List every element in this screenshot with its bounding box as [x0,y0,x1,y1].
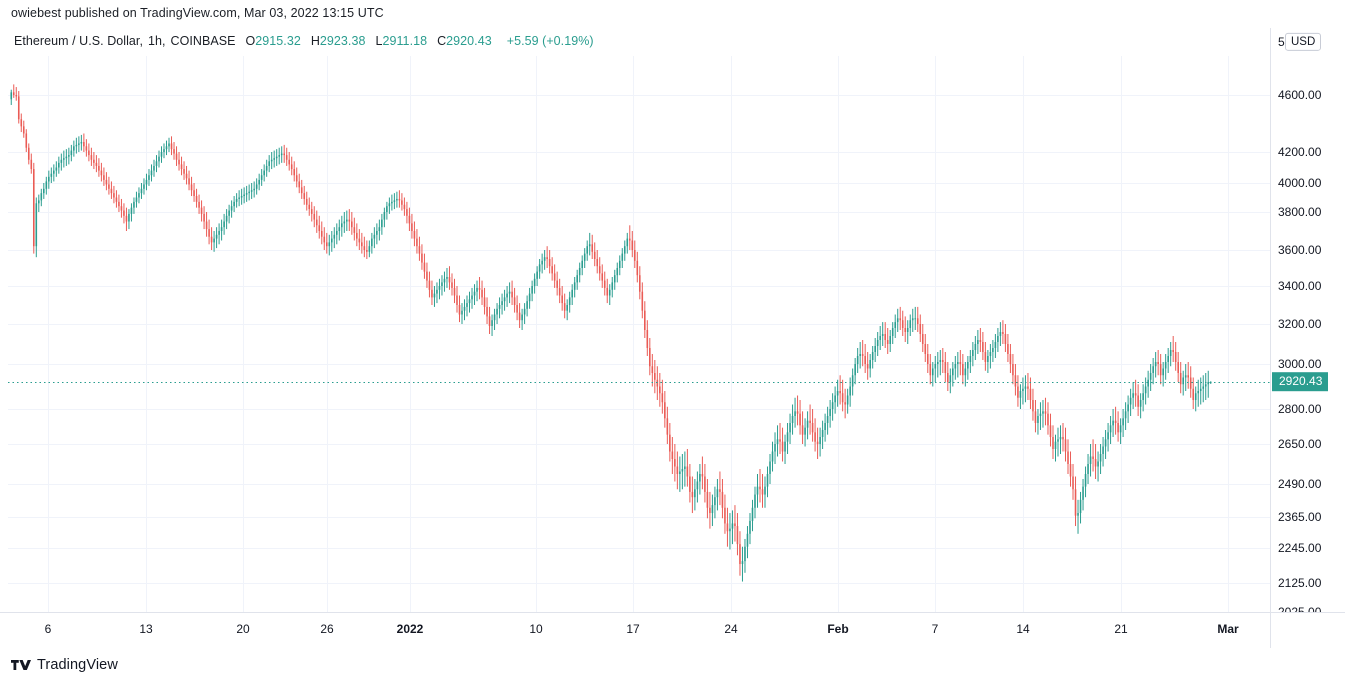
legend-interval[interactable]: 1h, [147,34,166,48]
legend-high-value: 2923.38 [319,34,366,48]
currency-badge[interactable]: USD [1285,32,1322,52]
price-tick-label: 3600.00 [1278,243,1322,257]
time-tick-label: 20 [236,622,250,636]
legend-change: +5.59 (+0.19%) [506,34,594,48]
price-tick-label: 2490.00 [1278,477,1322,491]
time-tick-label: 6 [44,622,52,636]
price-tick-label: 2800.00 [1278,402,1322,416]
time-tick-label: 21 [1114,622,1128,636]
candle-series [10,84,1212,582]
price-tick-label: 2125.00 [1278,576,1322,590]
legend-low-value: 2911.18 [382,34,428,48]
price-tick-label: 4600.00 [1278,88,1322,102]
last-price-badge[interactable]: 2920.43 [1272,372,1329,392]
time-tick-label: 10 [529,622,543,636]
price-tick-label: 2245.00 [1278,541,1322,555]
price-axis[interactable]: 5000.004600.004200.004000.003800.003600.… [1270,28,1345,619]
legend-close-value: 2920.43 [446,34,492,48]
footer-branding: TradingView [11,657,118,673]
candlestick-plot-area[interactable] [8,56,1270,612]
price-tick-label: 3400.00 [1278,279,1322,293]
price-tick-label: 3000.00 [1278,357,1322,371]
price-tick-label: 2650.00 [1278,437,1322,451]
attribution-text: owiebest published on TradingView.com, M… [11,6,384,20]
chart-legend: Ethereum / U.S. Dollar, 1h, COINBASE O2915.… [14,34,594,48]
legend-symbol[interactable]: Ethereum / U.S. Dollar, [14,34,143,48]
tradingview-logo-icon [11,660,31,670]
time-tick-label: 26 [320,622,334,636]
time-tick-label: 17 [626,622,640,636]
time-tick-label: 7 [931,622,939,636]
price-tick-label: 4200.00 [1278,145,1322,159]
legend-close-key: C [437,34,447,48]
time-tick-label: 13 [139,622,153,636]
time-axis[interactable]: 6 13 20 26 2022 10 17 24 Feb 7 14 21 Mar [0,612,1270,648]
tradingview-wordmark: TradingView [37,657,118,673]
legend-exchange: COINBASE [170,34,236,48]
time-tick-label: 24 [724,622,738,636]
time-tick-label: Mar [1217,622,1239,636]
vertical-gridlines [48,56,1229,612]
legend-low-key: L [375,34,383,48]
candlestick-svg [8,56,1270,612]
price-tick-label: 2365.00 [1278,510,1322,524]
horizontal-gridlines [8,95,1270,584]
axis-corner [1270,612,1345,648]
time-tick-label: Feb [827,622,849,636]
time-tick-label: 2022 [396,622,424,636]
time-tick-label: 14 [1016,622,1030,636]
legend-high-key: H [310,34,320,48]
price-tick-label: 3200.00 [1278,317,1322,331]
price-tick-label: 3800.00 [1278,205,1322,219]
price-tick-label: 4000.00 [1278,176,1322,190]
legend-open-value: 2915.32 [255,34,301,48]
legend-open-key: O [245,34,256,48]
